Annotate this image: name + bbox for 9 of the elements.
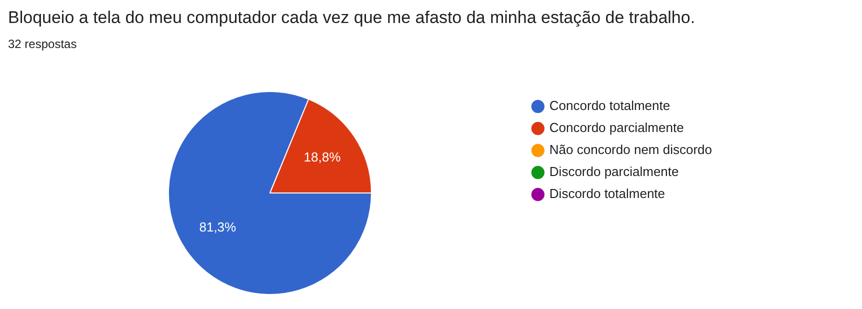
- data-label: 81,3%: [199, 220, 237, 235]
- legend-label: Discordo totalmente: [549, 186, 666, 202]
- legend-label: Não concordo nem discordo: [549, 142, 712, 158]
- chart-title: Bloqueio a tela do meu computador cada vez que me afasto da minha estação de trabalho.: [8, 8, 696, 28]
- data-label: 18,8%: [304, 150, 342, 165]
- legend-label: Concordo parcialmente: [549, 120, 684, 136]
- legend-label: Concordo totalmente: [549, 98, 670, 114]
- legend-label: Discordo parcialmente: [549, 164, 679, 180]
- text: 32 respostas: [8, 37, 77, 51]
